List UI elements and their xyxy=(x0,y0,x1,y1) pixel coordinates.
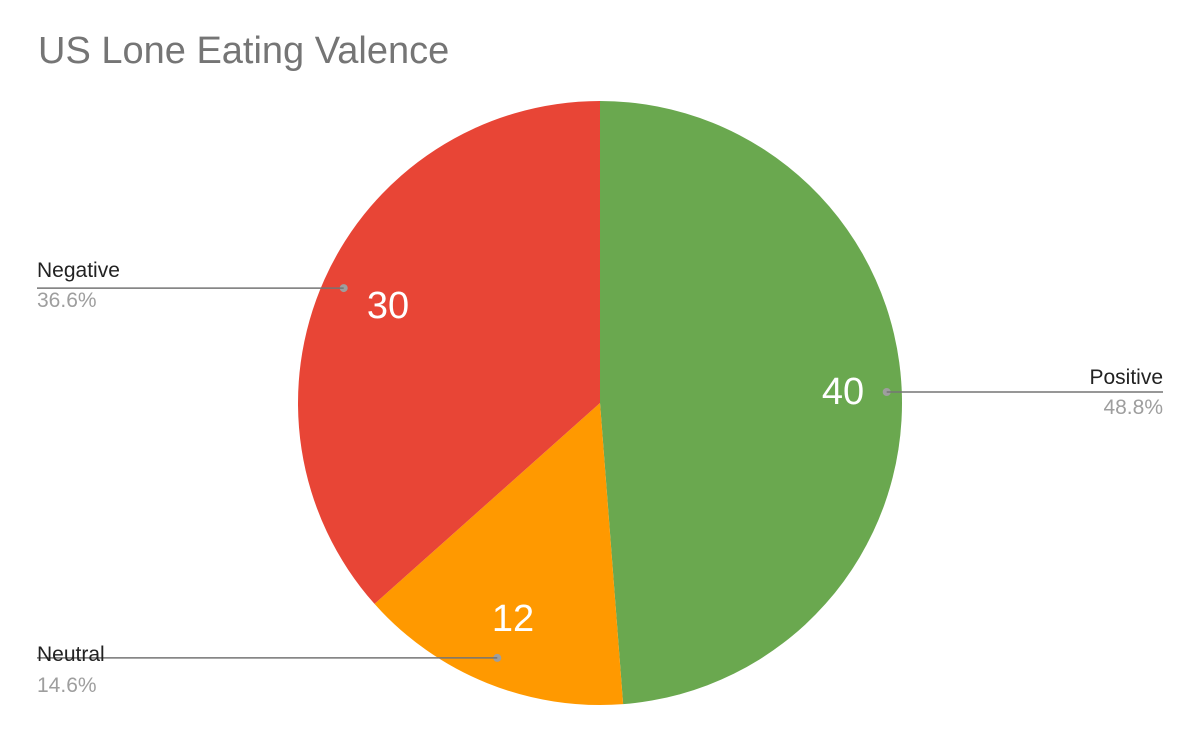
legend-label-positive: Positive xyxy=(1089,366,1163,389)
legend-label-neutral: Neutral xyxy=(37,643,105,666)
legend-percent-negative: 36.6% xyxy=(37,289,97,312)
legend-percent-neutral: 14.6% xyxy=(37,674,97,697)
value-label-negative: 30 xyxy=(367,285,409,327)
pie-slice-neutral xyxy=(374,403,624,705)
pie-slice-positive xyxy=(600,101,903,705)
legend-label-negative: Negative xyxy=(37,259,120,282)
value-label-neutral: 12 xyxy=(492,598,534,640)
value-label-positive: 40 xyxy=(822,371,864,413)
legend-percent-positive: 48.8% xyxy=(1103,396,1163,419)
pie-slice-negative xyxy=(298,101,600,604)
chart-title: US Lone Eating Valence xyxy=(38,30,450,72)
